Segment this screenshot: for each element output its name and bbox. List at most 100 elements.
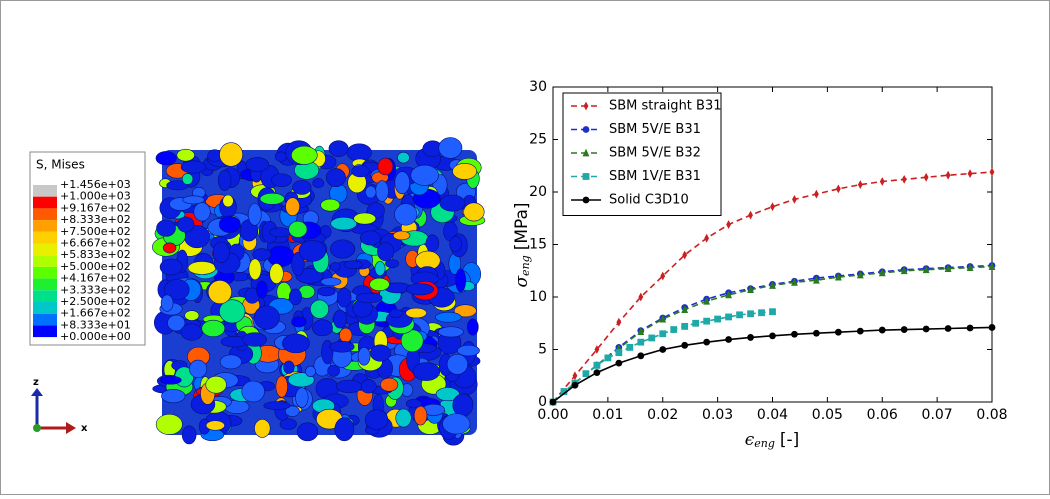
fiber-segment <box>185 311 199 321</box>
fiber-segment <box>293 180 312 194</box>
fiber-segment <box>160 376 181 384</box>
fiber-segment <box>360 231 380 245</box>
fiber-segment <box>254 419 270 437</box>
fiber-segment <box>189 360 206 378</box>
fiber-segment <box>335 418 354 441</box>
x-label-sub: eng <box>754 437 775 450</box>
fiber-segment <box>157 220 176 236</box>
fiber-segment <box>439 138 462 159</box>
x-tick-label: 0.06 <box>867 407 898 423</box>
fiber-segment <box>370 278 390 291</box>
contour-band <box>33 244 57 256</box>
fiber-segment <box>282 334 309 353</box>
triad-origin <box>33 424 41 432</box>
marker <box>604 355 611 362</box>
y-label-symbol: σ <box>512 276 532 288</box>
x-tick-label: 0.02 <box>647 407 678 423</box>
marker <box>572 382 579 389</box>
fiber-segment <box>435 312 461 322</box>
fiber-segment <box>289 289 301 305</box>
fiber-segment <box>284 361 295 373</box>
contour-band <box>33 208 57 220</box>
y-tick-label: 25 <box>529 132 547 148</box>
legend-label: SBM 5V/E B32 <box>609 146 701 161</box>
y-tick-label: 10 <box>529 289 547 305</box>
fiber-render <box>152 138 485 446</box>
fiber-segment <box>467 319 478 335</box>
fiber-segment <box>393 231 410 240</box>
fiber-segment <box>248 203 261 225</box>
marker <box>703 339 710 346</box>
legend-label: SBM 5V/E B31 <box>609 122 701 137</box>
marker <box>692 320 699 327</box>
fiber-segment <box>163 243 176 253</box>
fiber-segment <box>344 261 362 269</box>
x-tick-label: 0.00 <box>537 407 568 423</box>
marker <box>637 352 644 359</box>
fiber-segment <box>321 199 340 211</box>
fiber-segment <box>223 195 234 207</box>
fiber-segment <box>329 141 348 157</box>
fiber-segment <box>296 388 309 408</box>
fiber-segment <box>406 399 421 408</box>
fiber-segment <box>188 261 216 274</box>
fiber-segment <box>219 216 240 232</box>
marker <box>615 349 622 356</box>
fiber-segment <box>337 288 351 307</box>
fiber-segment <box>182 173 193 184</box>
fiber-segment <box>450 236 462 251</box>
fiber-segment <box>260 193 284 204</box>
fiber-segment <box>202 320 225 337</box>
marker <box>583 173 590 180</box>
fiber-segment <box>330 262 340 271</box>
fiber-segment <box>358 347 370 365</box>
fiber-segment <box>406 284 433 295</box>
triad-z-label: z <box>33 377 39 388</box>
x-label-symbol: ϵ <box>745 430 755 450</box>
fiber-segment <box>177 217 194 232</box>
marker <box>813 330 820 337</box>
fiber-segment <box>339 328 352 342</box>
contour-band <box>33 185 57 197</box>
fiber-segment <box>447 354 468 374</box>
fiber-segment <box>312 320 332 336</box>
y-tick-label: 20 <box>529 184 547 200</box>
marker <box>725 314 732 321</box>
fiber-segment <box>354 213 376 224</box>
marker <box>681 323 688 330</box>
fiber-segment <box>318 287 336 296</box>
fiber-segment <box>406 308 427 318</box>
fiber-segment <box>352 166 370 177</box>
fiber-segment <box>378 158 393 175</box>
fiber-segment <box>464 203 485 221</box>
fiber-segment <box>271 174 291 187</box>
contour-band <box>33 232 57 244</box>
fiber-segment <box>297 423 318 441</box>
marker <box>879 327 886 334</box>
marker <box>736 311 743 318</box>
fiber-segment <box>182 426 196 444</box>
fiber-segment <box>453 163 477 179</box>
contour-band <box>33 325 57 337</box>
fiber-segment <box>246 157 269 171</box>
fiber-segment <box>289 221 307 237</box>
fiber-segment <box>161 389 185 403</box>
fiber-segment <box>208 280 231 303</box>
marker <box>594 369 601 376</box>
fiber-segment <box>310 300 328 319</box>
fiber-segment <box>276 376 288 397</box>
fiber-segment <box>331 217 357 230</box>
marker <box>583 126 590 133</box>
fiber-segment <box>270 263 284 283</box>
fiber-segment <box>457 345 479 356</box>
contour-band <box>33 302 57 314</box>
contour-label: +0.000e+00 <box>60 330 131 343</box>
marker <box>583 197 590 204</box>
fiber-segment <box>181 324 202 341</box>
marker <box>989 324 996 331</box>
contour-band <box>33 197 57 209</box>
fiber-segment <box>361 380 376 394</box>
contour-band <box>33 290 57 302</box>
fiber-segment <box>328 365 340 376</box>
x-tick-label: 0.03 <box>702 407 733 423</box>
